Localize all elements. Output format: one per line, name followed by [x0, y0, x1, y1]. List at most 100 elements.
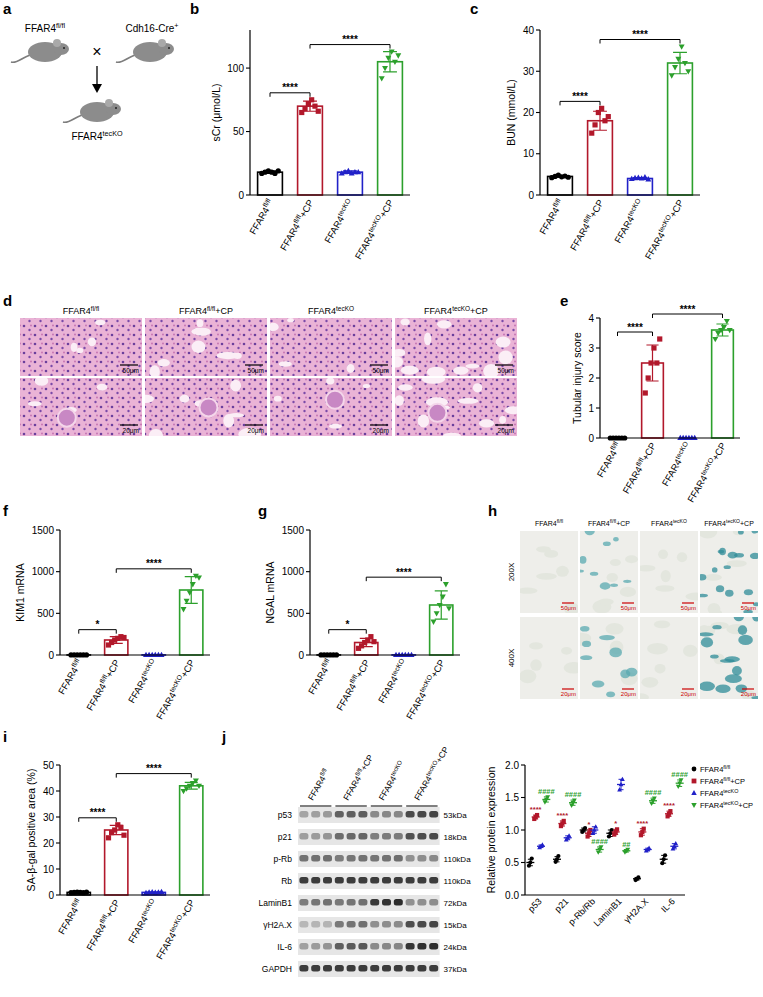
- stain: [738, 635, 753, 645]
- y-tick-label: 1.0: [505, 825, 519, 836]
- panel-letter: f: [3, 502, 9, 519]
- lumen: [395, 356, 403, 367]
- text-part: tecKO: [674, 440, 690, 460]
- point: [312, 104, 317, 109]
- lumen: [223, 414, 234, 428]
- blot-band: [406, 877, 415, 884]
- lumen: [230, 380, 241, 392]
- point: [106, 835, 111, 840]
- dot-chart: ******************######################…: [485, 760, 754, 929]
- scale-bar-label: 50μm: [123, 367, 139, 375]
- stain: [600, 582, 611, 589]
- significance-bracket: [79, 630, 117, 634]
- text-part: fl/fl: [207, 305, 215, 312]
- mean-line: [622, 850, 630, 851]
- blot-band: [347, 899, 356, 906]
- point: [712, 337, 718, 342]
- point: [302, 106, 307, 111]
- protein-label: p53: [278, 810, 292, 820]
- lumen: [401, 366, 419, 375]
- point: [196, 575, 202, 580]
- x-tick-label: FFAR4tecKO: [611, 197, 645, 245]
- blot-band: [382, 899, 391, 906]
- legend-label: FFAR4fl/fl: [700, 764, 730, 774]
- y-tick-label: 1000: [32, 566, 55, 577]
- lumen: [97, 384, 107, 391]
- text-part: fl/fl: [56, 21, 66, 30]
- x-tick-label: FFAR4fl/fl: [247, 197, 276, 236]
- y-tick: [56, 790, 60, 791]
- blot-band: [406, 899, 415, 906]
- cross-symbol: ×: [92, 43, 101, 60]
- protein-label: Rb: [281, 876, 292, 886]
- point: [181, 607, 187, 612]
- blot-band: [299, 899, 308, 906]
- lumen: [326, 378, 334, 384]
- text-part: +CP: [358, 753, 375, 773]
- histology-panel: FFAR4fl/fl50μm20μmFFAR4fl/fl+CP50μm20μmF…: [20, 305, 523, 442]
- text-part: FFAR4: [700, 789, 723, 798]
- cell: [726, 624, 747, 634]
- cell: [607, 573, 618, 582]
- text-part: FFAR4: [535, 520, 557, 527]
- blot-band: [394, 921, 403, 928]
- text-part: FFAR4: [278, 221, 302, 252]
- significance-label: ****: [396, 567, 412, 578]
- stain: [606, 691, 615, 697]
- blot-band: [323, 855, 332, 862]
- error-bar: [581, 828, 586, 832]
- cell: [704, 574, 721, 581]
- bar-chart: 01020304050SA-β-gal positive area (%)FFA…: [25, 760, 210, 962]
- scale-bar-label: 50μm: [681, 605, 696, 611]
- cell: [564, 662, 578, 674]
- point: [379, 76, 385, 81]
- scale-bar: [742, 688, 754, 689]
- text-part: fl/fl: [723, 776, 730, 782]
- point: [159, 889, 165, 894]
- mouse-tail: [116, 55, 135, 62]
- histology-image: [270, 378, 392, 436]
- scale-bar-label: 20μm: [621, 691, 636, 697]
- stain: [725, 590, 733, 597]
- blot-band: [406, 965, 415, 972]
- text-part: fl/fl: [91, 305, 99, 312]
- point: [657, 336, 662, 341]
- point: [721, 325, 727, 330]
- text-part: FFAR4: [568, 221, 592, 252]
- y-tick-label: 30: [523, 66, 535, 77]
- lumen: [192, 341, 206, 353]
- mouse-ear: [105, 99, 113, 107]
- blot-band: [311, 943, 320, 950]
- mouse-icon: [11, 39, 69, 62]
- x-axis-line: [525, 894, 685, 895]
- blot-strip: [298, 807, 440, 823]
- blot-band: [311, 921, 320, 928]
- blot-band: [417, 833, 426, 840]
- text-part: FFAR4: [353, 230, 377, 261]
- lumen: [479, 419, 494, 427]
- sa-gal-image: [700, 617, 758, 699]
- point: [606, 114, 611, 119]
- panel-letter: b: [190, 0, 199, 17]
- protein-label: p-Rb: [274, 854, 293, 864]
- text-part: +CP: [103, 898, 122, 920]
- genotype-label: FFAR4tecKO: [71, 129, 123, 142]
- text-part: Cdh16-Cre: [125, 23, 174, 34]
- blot-band: [406, 811, 415, 818]
- text-part: +CP: [639, 441, 658, 463]
- significance-label: ####: [591, 837, 609, 846]
- blot-band: [299, 921, 308, 928]
- blot-band: [417, 943, 426, 950]
- point: [187, 590, 193, 595]
- size-label: 24kDa: [444, 943, 468, 952]
- column-title: FFAR4fl/fl+CP: [588, 518, 630, 527]
- y-tick: [56, 868, 60, 869]
- scale-bar-label: 20μm: [741, 691, 756, 697]
- significance-label: ****: [282, 82, 298, 93]
- x-axis-line: [60, 894, 210, 895]
- y-tick-label: 0: [48, 650, 54, 661]
- blot-band: [335, 811, 344, 818]
- blot-band: [370, 811, 379, 818]
- scale-bar: [245, 424, 263, 425]
- lumen: [287, 318, 294, 322]
